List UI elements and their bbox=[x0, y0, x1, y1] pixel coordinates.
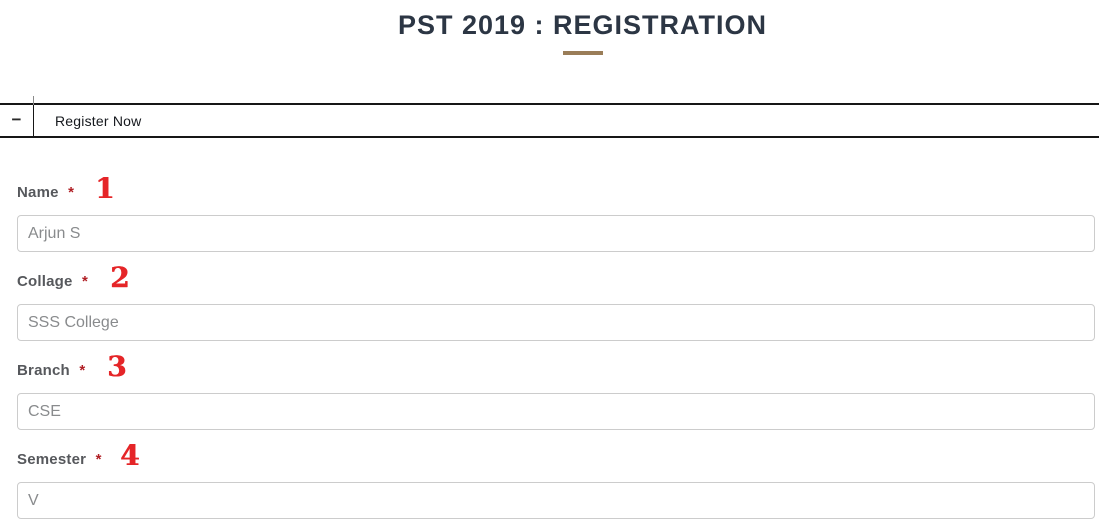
page-title: PST 2019 : REGISTRATION bbox=[397, 10, 768, 40]
title-underline bbox=[562, 51, 603, 55]
annotation-number: 1 bbox=[95, 172, 115, 205]
form-field-semester: Semester * 4 bbox=[17, 441, 1095, 519]
field-label-row: Semester * 4 bbox=[17, 441, 1095, 471]
field-label-row: Branch * 3 bbox=[17, 352, 1095, 382]
annotation-number: 2 bbox=[110, 261, 130, 294]
page-header: PST 2019 : REGISTRATION bbox=[0, 0, 1099, 55]
minus-icon: − bbox=[11, 110, 22, 129]
form-field-branch: Branch * 3 bbox=[17, 352, 1095, 430]
form-field-collage: Collage * 2 bbox=[17, 263, 1095, 341]
required-asterisk: * bbox=[79, 362, 86, 379]
form-field-name: Name * 1 bbox=[17, 174, 1095, 252]
required-asterisk: * bbox=[68, 184, 74, 201]
annotation-number: 3 bbox=[107, 350, 127, 383]
required-asterisk: * bbox=[82, 273, 88, 290]
field-label: Name bbox=[17, 184, 59, 201]
register-now-panel-header[interactable]: − Register Now bbox=[0, 96, 1099, 138]
name-input[interactable] bbox=[17, 215, 1095, 252]
registration-form: Name * 1 Collage * 2 Branch * 3 Semester… bbox=[17, 174, 1095, 519]
collage-input[interactable] bbox=[17, 304, 1095, 341]
annotation-number: 4 bbox=[120, 439, 140, 472]
panel-title: Register Now bbox=[55, 112, 142, 129]
field-label: Collage bbox=[17, 273, 73, 290]
field-label: Semester bbox=[17, 451, 87, 468]
semester-input[interactable] bbox=[17, 482, 1095, 519]
field-label: Branch bbox=[17, 362, 70, 379]
divider-notch bbox=[33, 96, 34, 105]
required-asterisk: * bbox=[95, 451, 102, 468]
collapse-toggle-button[interactable]: − bbox=[0, 105, 34, 136]
field-label-row: Name * 1 bbox=[17, 174, 1095, 204]
branch-input[interactable] bbox=[17, 393, 1095, 430]
field-label-row: Collage * 2 bbox=[17, 263, 1095, 293]
